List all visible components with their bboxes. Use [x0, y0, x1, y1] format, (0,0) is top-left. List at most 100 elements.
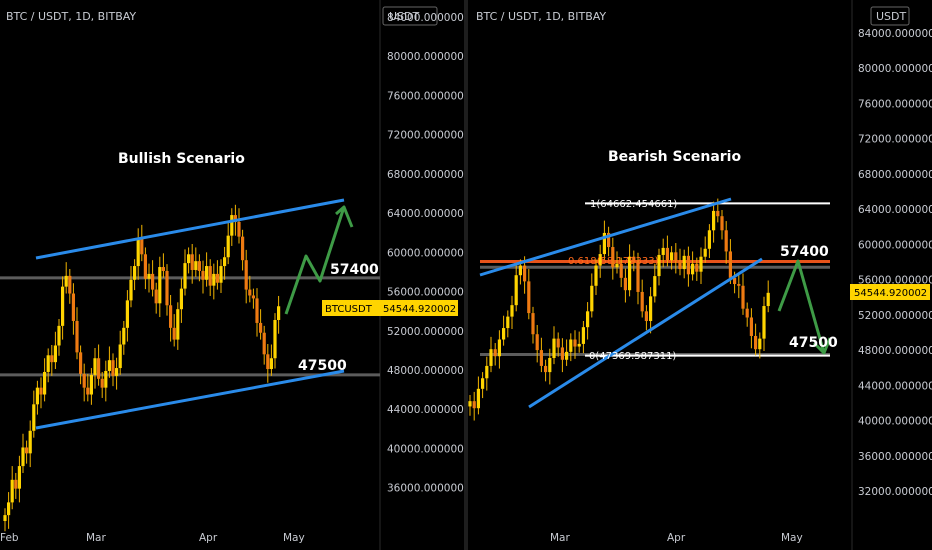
candle — [68, 269, 72, 304]
y-tick-label: 60000.000000 — [387, 247, 464, 259]
candle — [472, 391, 476, 421]
candle — [223, 246, 227, 280]
candle — [237, 208, 241, 244]
price-tag: 54544.920002 — [850, 284, 930, 300]
plot-area — [468, 0, 853, 550]
candle — [255, 288, 259, 337]
candle — [158, 256, 162, 318]
candle — [527, 269, 531, 320]
candle — [165, 264, 169, 316]
candle — [754, 323, 758, 356]
y-tick-label: 52000.000000 — [858, 310, 932, 322]
x-tick-label: May — [781, 532, 803, 544]
candle — [720, 210, 724, 240]
candle — [661, 238, 665, 268]
candle — [197, 254, 201, 282]
candle — [670, 246, 674, 270]
candle — [107, 346, 111, 378]
y-tick-label: 60000.000000 — [858, 239, 932, 251]
y-tick-label: 44000.000000 — [387, 404, 464, 416]
candle — [46, 348, 50, 383]
candle — [665, 235, 669, 267]
candle — [154, 282, 158, 314]
candle — [172, 314, 176, 347]
candle — [187, 247, 191, 274]
candle — [535, 324, 539, 363]
x-tick-label: Mar — [86, 532, 106, 544]
y-tick-label: 32000.000000 — [858, 486, 932, 498]
price-tag-value: 54544.920002 — [854, 288, 927, 299]
level-upper-label: 57400 — [330, 262, 379, 278]
candle — [183, 249, 187, 296]
trend-line[interactable] — [35, 198, 345, 260]
bullish-chart-panel[interactable]: BTC / USDT, 1D, BITBAY USDT Bullish Scen… — [0, 0, 464, 550]
candle — [737, 274, 741, 299]
level-lower-label: 47500 — [298, 358, 347, 374]
candle — [143, 247, 147, 290]
bearish-chart-panel[interactable]: BTC / USDT, 1D, BITBAY USDT Bearish Scen… — [468, 0, 932, 550]
candle — [53, 331, 57, 370]
candle — [57, 319, 61, 356]
candle — [161, 253, 165, 278]
candle — [35, 380, 39, 415]
currency-label: USDT — [876, 10, 907, 23]
candle — [179, 278, 183, 323]
candle — [649, 287, 653, 334]
y-tick-label: 36000.000000 — [387, 483, 464, 495]
candle — [481, 372, 485, 399]
projection-arrow-head — [335, 205, 354, 228]
candle — [598, 244, 602, 278]
currency-button[interactable]: USDT — [870, 6, 910, 26]
trend-line[interactable] — [35, 369, 345, 430]
candle — [762, 296, 766, 351]
currency-label: USDT — [389, 10, 420, 23]
candle — [628, 244, 632, 297]
candle — [565, 339, 569, 366]
candle — [169, 294, 173, 342]
candle — [695, 257, 699, 281]
candle — [28, 420, 32, 468]
candle — [122, 320, 126, 355]
scenario-title: Bearish Scenario — [608, 149, 741, 165]
candle — [644, 305, 648, 331]
candle — [17, 455, 21, 503]
x-tick-label: Apr — [199, 532, 218, 544]
chart-header: BTC / USDT, 1D, BITBAY — [476, 10, 606, 23]
y-tick-label: 72000.000000 — [858, 134, 932, 146]
candle — [741, 273, 745, 315]
level-upper-label: 57400 — [780, 244, 829, 260]
candle — [104, 360, 108, 402]
candle — [244, 249, 248, 304]
trend-line[interactable] — [528, 257, 763, 409]
bearish-chart-svg: BTC / USDT, 1D, BITBAY USDT Bearish Scen… — [468, 0, 932, 550]
candle — [653, 263, 657, 303]
x-tick-label: May — [283, 532, 305, 544]
candle — [485, 356, 489, 391]
candle — [10, 466, 14, 510]
candle — [552, 326, 556, 365]
candle — [636, 252, 640, 305]
candle — [493, 343, 497, 366]
candle — [728, 239, 732, 285]
candle — [79, 345, 83, 385]
candle — [724, 221, 728, 264]
trend-line[interactable] — [479, 197, 732, 277]
candle — [749, 308, 753, 349]
bullish-chart-svg: BTC / USDT, 1D, BITBAY USDT Bullish Scen… — [0, 0, 464, 550]
candle — [219, 259, 223, 294]
currency-button[interactable]: USDT — [382, 6, 438, 26]
candle — [712, 201, 716, 243]
candle — [129, 266, 133, 308]
candle — [241, 229, 245, 271]
y-tick-label: 48000.000000 — [387, 365, 464, 377]
candle — [573, 330, 577, 359]
candle — [194, 247, 198, 277]
candle — [489, 336, 493, 373]
x-tick-label: Mar — [550, 532, 570, 544]
candle — [766, 280, 770, 313]
candle — [615, 251, 619, 274]
y-tick-label: 56000.000000 — [858, 275, 932, 287]
projection-arrow-head — [812, 337, 832, 355]
price-tag-value: 54544.920002 — [383, 304, 456, 315]
candle — [607, 226, 611, 257]
